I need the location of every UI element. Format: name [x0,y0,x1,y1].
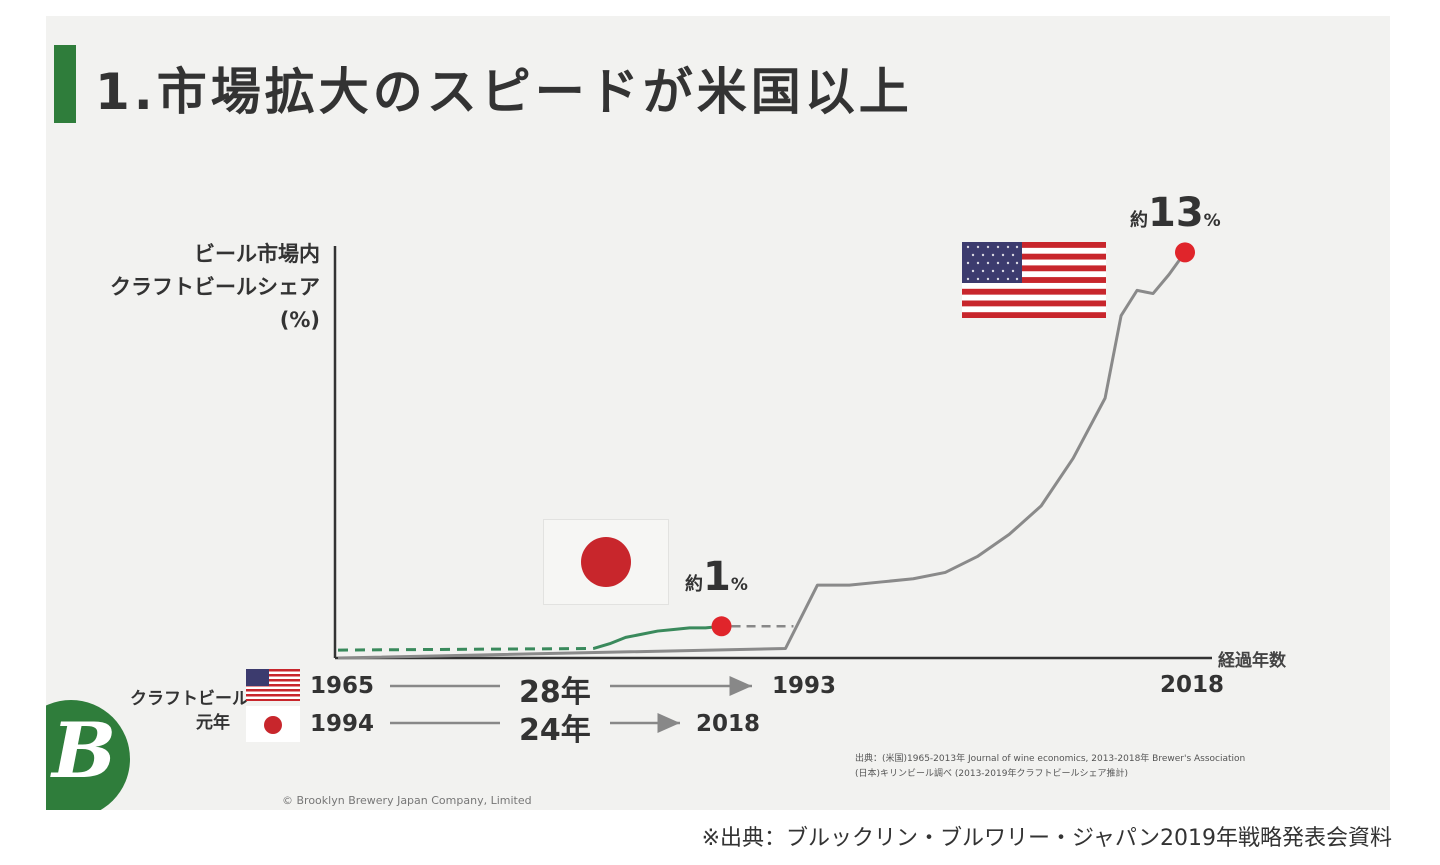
x-tick-label-2018: 2018 [1160,672,1225,698]
jp-share-prefix: 約 [685,574,703,595]
y-axis-label-line-3: (%) [279,308,320,332]
us-start-year: 1965 [310,673,375,699]
y-axis-label-line-2: クラフトビールシェア [110,275,320,299]
brooklyn-b-logo: B [46,700,130,810]
us-flag-small-icon [246,669,300,701]
jp-share-dashed-line [337,646,594,652]
us-share-unit: % [1203,211,1221,231]
japan-flag-small-icon [246,706,300,742]
jp-share-value: 1 [703,554,731,600]
data-source-note: 出典：(米国)1965-2013年 Journal of wine econom… [855,752,1245,782]
us-flag-icon [962,242,1106,318]
jp-share-annotation: 約1% [685,554,748,600]
us-share-prefix: 約 [1130,210,1148,231]
x-axis-label: 経過年数 [1218,651,1286,671]
year-one-label: 元年 [196,713,230,733]
jp-share-unit: % [730,575,748,595]
jp-share-marker [711,616,732,637]
y-axis-label-line-1: ビール市場内 [194,242,320,266]
us-duration: 28年 [519,675,591,710]
jp-start-year: 1994 [310,711,375,737]
data-source-line-2: (日本)キリンビール調べ (2013-2019年クラフトビールシェア推計) [855,769,1128,779]
us-share-line [337,251,1187,660]
y-axis-label: ビール市場内 クラフトビールシェア (%) [100,238,320,337]
japan-flag-small-dot [264,716,282,734]
us-end-year: 1993 [772,673,837,699]
source-footnote: ※出典：ブルックリン・ブルワリー・ジャパン2019年戦略発表会資料 [701,826,1392,851]
title-accent-bar [54,45,76,123]
copyright-text: © Brooklyn Brewery Japan Company, Limite… [282,794,532,807]
us-share-marker [1175,242,1195,263]
craft-beer-label: クラフトビール [130,689,249,709]
us-share-annotation: 約13% [1130,190,1221,236]
jp-share-line [593,624,722,650]
japan-flag-sun [581,537,631,587]
data-source-line-1: 出典：(米国)1965-2013年 Journal of wine econom… [855,754,1246,764]
jp-end-year: 2018 [696,711,761,737]
japan-flag-icon [543,519,669,605]
us-share-value: 13 [1148,190,1204,236]
jp-duration: 24年 [519,713,591,748]
slide-title: 1.市場拡大のスピードが米国以上 [95,63,913,121]
